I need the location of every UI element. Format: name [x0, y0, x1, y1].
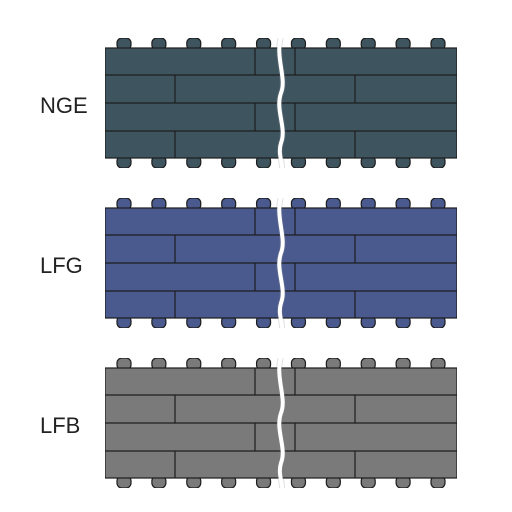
belt-diagram [105, 38, 457, 168]
belt-diagram [105, 358, 457, 488]
belt-diagram [105, 198, 457, 328]
